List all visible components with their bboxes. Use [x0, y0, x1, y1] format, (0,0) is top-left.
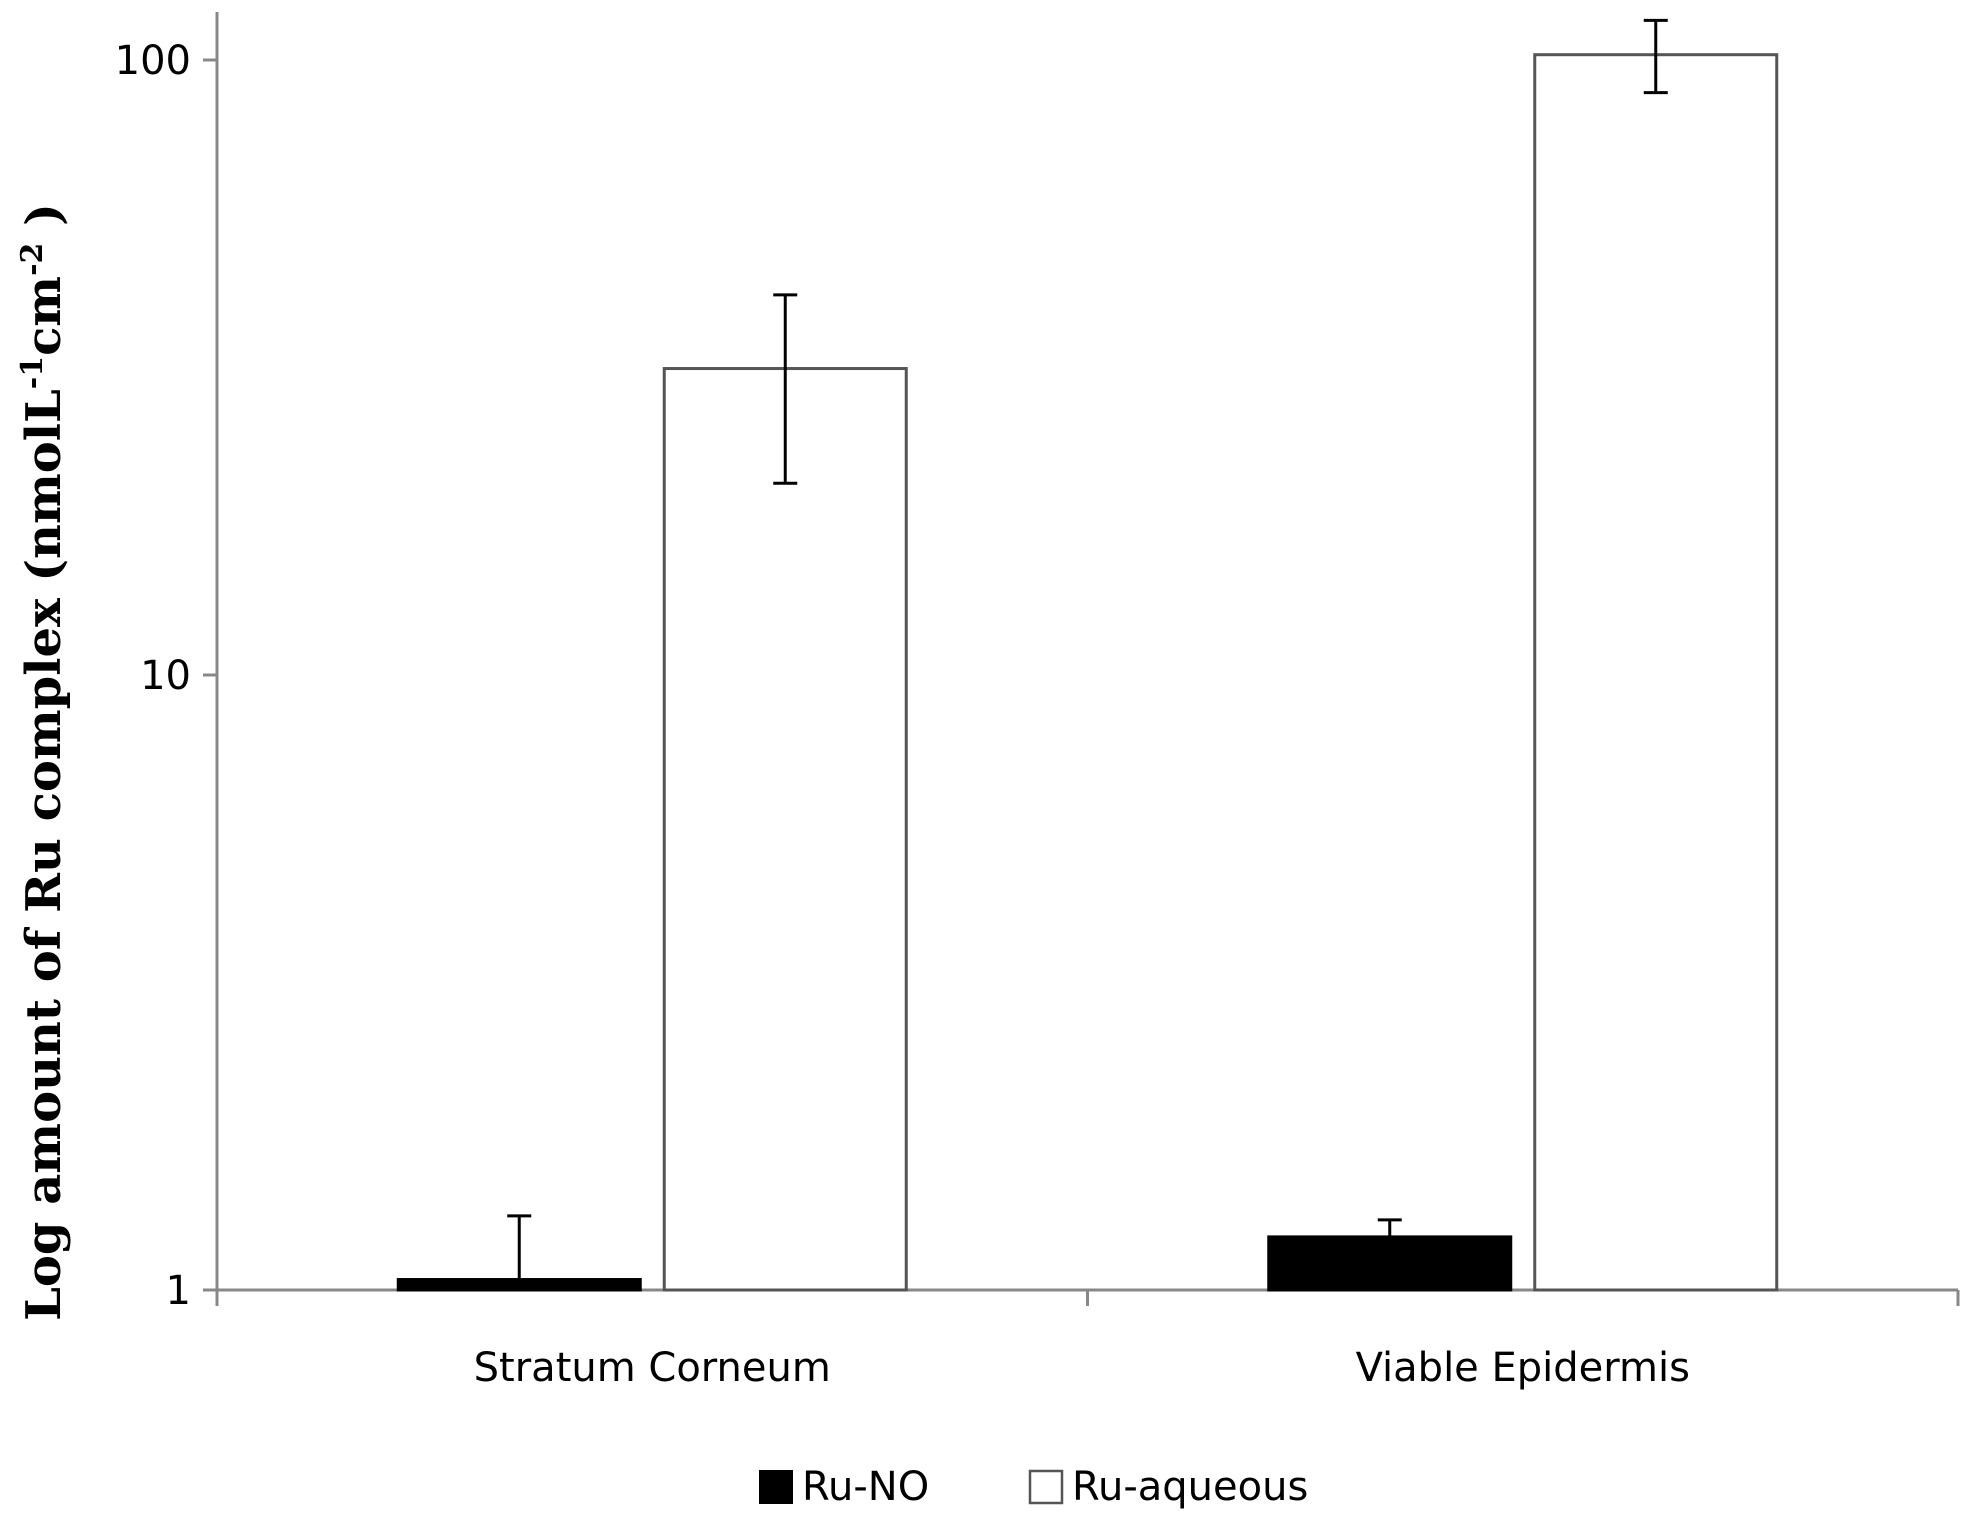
bar-ru-aqueous-stratum-corneum	[662, 367, 908, 1292]
bars	[396, 53, 1779, 1292]
y-axis: 1 10 100	[115, 12, 219, 1314]
bar-ru-no-viable-epidermis	[1267, 1235, 1513, 1292]
legend-label-ru-aqueous: Ru-aqueous	[1072, 1464, 1308, 1510]
y-tick-label: 10	[140, 653, 191, 699]
y-tick-label: 1	[166, 1268, 191, 1314]
legend-swatch-ru-no	[759, 1470, 793, 1504]
bar-ru-no-stratum-corneum	[396, 1278, 642, 1292]
legend: Ru-NO Ru-aqueous	[759, 1464, 1308, 1510]
legend-label-ru-no: Ru-NO	[802, 1464, 929, 1510]
x-tick-label-stratum-corneum: Stratum Corneum	[474, 1345, 831, 1391]
x-tick-label-viable-epidermis: Viable Epidermis	[1356, 1345, 1690, 1391]
x-axis: Stratum Corneum Viable Epidermis	[215, 1288, 1960, 1391]
error-bars	[507, 18, 1668, 1280]
legend-swatch-ru-aqueous	[1028, 1469, 1064, 1505]
y-axis-label: Log amount of Ru complex (nmolL-1cm-2 )	[15, 203, 72, 1321]
y-tick-label: 100	[115, 38, 191, 84]
bar-ru-aqueous-viable-epidermis	[1533, 53, 1779, 1292]
